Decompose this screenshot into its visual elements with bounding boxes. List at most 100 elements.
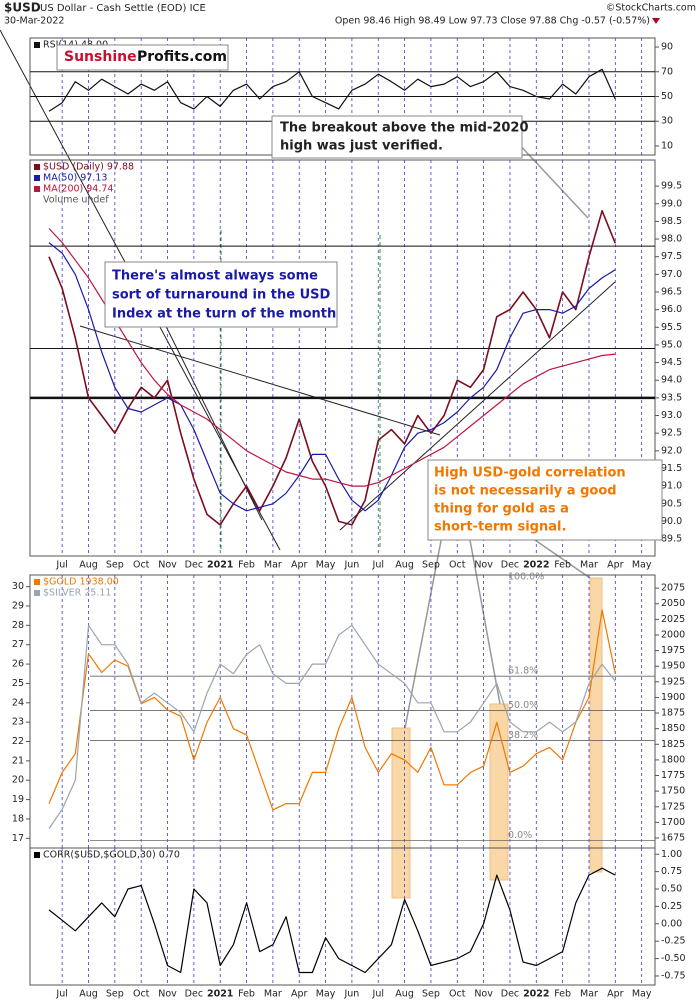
legend-swatch [34, 175, 40, 181]
plot-layer: 1030507090RSI(14) 48.0089.590.090.591.09… [12, 40, 686, 1000]
series-line [48, 242, 616, 512]
x-tick-label: Oct [449, 560, 466, 571]
y-tick-label: 97.0 [661, 269, 682, 280]
y-tick-label: 0.75 [661, 866, 682, 877]
x-tick-label: Mar [580, 989, 598, 1000]
y-tick-label: 91.0 [661, 481, 682, 492]
fib-label: 61.8% [508, 666, 538, 677]
y-tick-label: 0.50 [661, 884, 682, 895]
y-tick-label: 2050 [661, 598, 685, 609]
series-line [48, 228, 616, 487]
annotation-box [427, 459, 663, 541]
y-tick-label: 89.5 [661, 534, 682, 545]
x-tick-label: Jun [343, 989, 359, 1000]
annotation: short-term signal. [434, 520, 566, 535]
trend-line [147, 289, 263, 521]
y-tick-label: 50 [661, 91, 673, 102]
x-tick-label: Aug [79, 560, 98, 571]
x-tick-label: May [316, 560, 336, 571]
annotation: is not necessarily a good [434, 484, 617, 499]
x-tick-label: Apr [291, 989, 308, 1000]
annotation: Index at the turn of the month [112, 307, 336, 322]
series-line [48, 867, 616, 974]
y-tick-label: 97.5 [661, 251, 682, 262]
annotation: The breakout above the mid-2020 [280, 121, 529, 136]
legend-swatch [34, 186, 40, 192]
symbol-name: US Dollar - Cash Settle (EOD) ICE [40, 3, 206, 14]
x-tick-label: Mar [580, 560, 598, 571]
y-tick-label: 90.5 [661, 498, 682, 509]
annotation: High USD-gold correlation [434, 466, 626, 481]
x-tick-label: Oct [133, 560, 150, 571]
x-tick-label: 2021 [207, 560, 233, 571]
y-tick-label: 1.00 [661, 849, 682, 860]
quote: Open 98.46 High 98.49 Low 97.73 Close 97… [335, 16, 650, 27]
y-tick-label: 96.0 [661, 304, 682, 315]
y-tick-label: -0.75 [661, 970, 686, 981]
y-tick-label: 99.0 [661, 198, 682, 209]
annotation-box [104, 261, 338, 328]
fib-label: 100.0% [508, 572, 544, 583]
x-tick-label: Sep [422, 989, 440, 1000]
x-tick-label: Jul [372, 989, 384, 1000]
x-tick-label: Feb [238, 560, 255, 571]
y-tick-label: 0.25 [661, 901, 682, 912]
y-tick-label: 93.0 [661, 410, 682, 421]
legend-swatch [34, 590, 40, 596]
x-tick-label: Apr [607, 560, 624, 571]
y-tick-label: 30 [661, 116, 673, 127]
y-tick-label: 1925 [661, 676, 685, 687]
y-tick-label: 99.5 [661, 181, 682, 192]
y-tick-label: 1700 [661, 817, 685, 828]
x-tick-label: 2021 [207, 989, 233, 1000]
y-tick-label: 30 [12, 581, 24, 592]
series-line [48, 624, 616, 829]
callout-line [469, 539, 501, 705]
legend-entry: $GOLD 1938.00 [43, 577, 119, 588]
y-tick-label: 98.5 [661, 216, 682, 227]
x-tick-label: Sep [106, 560, 124, 571]
y-tick-label: 1900 [661, 692, 685, 703]
logo-box [56, 44, 229, 71]
y-tick-label: 27 [12, 639, 24, 650]
y-tick-label: 92.5 [661, 428, 682, 439]
x-tick-label: Dec [501, 560, 519, 571]
x-tick-label: Feb [554, 989, 571, 1000]
y-tick-label: 1725 [661, 801, 685, 812]
y-tick-label: 94.5 [661, 357, 682, 368]
y-tick-label: 20 [12, 775, 24, 786]
x-tick-label: Jul [55, 560, 67, 571]
x-tick-label: May [632, 560, 652, 571]
date: 30-Mar-2022 [4, 16, 64, 27]
down-arrow [652, 18, 660, 24]
x-tick-label: Feb [554, 560, 571, 571]
y-tick-label: 18 [12, 813, 24, 824]
y-tick-label: 95.5 [661, 322, 682, 333]
y-tick-label: 17 [12, 833, 24, 844]
legend-swatch [34, 164, 40, 170]
x-tick-label: Apr [291, 560, 308, 571]
x-tick-label: Aug [395, 989, 414, 1000]
legend-entry: MA(200) 94.74 [43, 184, 113, 195]
x-tick-label: Mar [264, 560, 282, 571]
y-tick-label: 1850 [661, 723, 685, 734]
y-tick-label: 25 [12, 678, 24, 689]
logo-text: Sunshine [64, 49, 137, 65]
x-tick-label: Jul [55, 989, 67, 1000]
y-tick-label: 96.5 [661, 287, 682, 298]
y-tick-label: 1975 [661, 645, 685, 656]
callout-line [514, 139, 589, 219]
fib-label: 38.2% [508, 730, 538, 741]
y-tick-label: 91.5 [661, 463, 682, 474]
series-line [48, 609, 616, 811]
x-tick-label: Sep [422, 560, 440, 571]
legend-swatch [34, 852, 40, 858]
logo-text: Profits.com [137, 49, 227, 65]
x-tick-label: Nov [474, 560, 493, 571]
x-tick-label: Dec [185, 989, 203, 1000]
y-tick-label: 1675 [661, 833, 685, 844]
annotation: thing for gold as a [434, 502, 569, 517]
x-tick-label: Nov [158, 560, 177, 571]
x-tick-label: Mar [264, 989, 282, 1000]
y-tick-label: 98.0 [661, 234, 682, 245]
